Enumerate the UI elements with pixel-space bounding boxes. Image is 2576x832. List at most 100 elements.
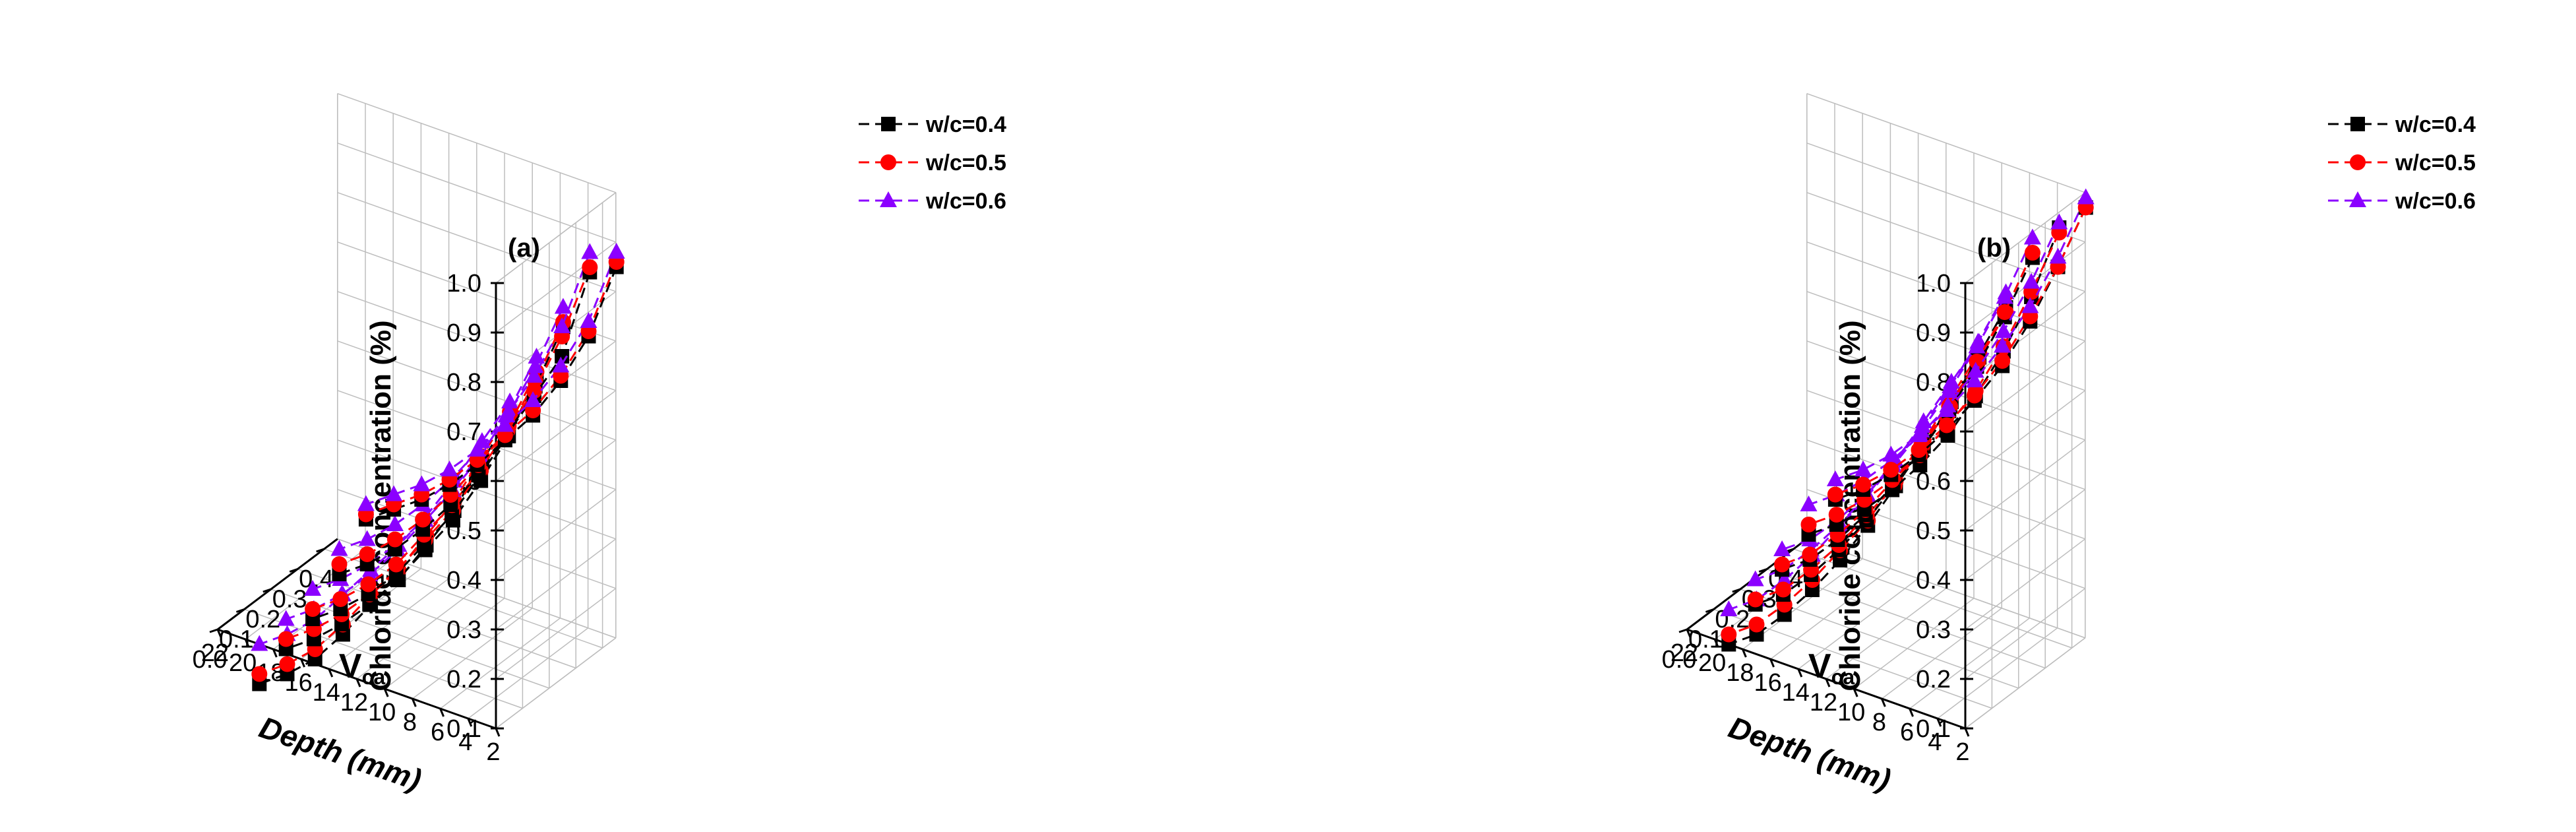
legend-label: w/c=0.4	[925, 112, 1006, 137]
y-tick-label: 0.1	[1688, 626, 1723, 654]
panel-label: (b)	[1977, 234, 2011, 263]
x-tick-mark	[1769, 658, 1775, 668]
data-point-triangle	[330, 540, 348, 556]
data-point-triangle	[528, 348, 545, 364]
x-tick-mark	[300, 658, 305, 668]
floor-gridline	[495, 637, 617, 729]
data-point-triangle	[526, 357, 544, 373]
data-point-triangle	[1965, 371, 1983, 387]
data-point-triangle	[1720, 600, 1738, 616]
data-point-triangle	[277, 610, 295, 626]
series-line	[1835, 207, 2087, 496]
y-tick-mark	[1758, 568, 1767, 573]
data-point-circle	[278, 631, 294, 647]
data-point-triangle	[1996, 288, 2013, 304]
x-tick-label: 20	[1698, 649, 1726, 677]
floor-gridline	[1881, 608, 2002, 699]
data-point-triangle	[386, 515, 404, 531]
series-line	[338, 251, 591, 550]
data-point-circle	[415, 511, 431, 528]
data-point-circle	[386, 531, 403, 548]
data-point-triangle	[357, 495, 375, 511]
data-point-circle	[2024, 245, 2040, 261]
series-line	[286, 376, 537, 650]
y-tick-mark	[316, 548, 325, 553]
y-axis-title-sub: ca	[362, 665, 386, 689]
series-line	[1808, 227, 2060, 536]
series-line	[1781, 237, 2034, 551]
x-tick-mark	[272, 649, 278, 658]
floor-gridline	[440, 618, 561, 709]
legend-label: w/c=0.6	[2395, 189, 2476, 214]
data-point-triangle	[1773, 540, 1791, 556]
data-point-triangle	[1994, 336, 2011, 353]
floor-gridline	[1937, 627, 2058, 719]
z-tick-label: 0.5	[1916, 517, 1951, 545]
series-line	[1755, 311, 2007, 600]
back-wall-gridline	[1965, 390, 2086, 482]
y-axis-line	[217, 538, 338, 631]
floor-gridline	[1825, 588, 1947, 680]
y-axis-title: Vca	[339, 647, 385, 689]
data-point-circle	[1828, 507, 1845, 523]
z-tick-label: 1.0	[446, 270, 481, 298]
data-point-triangle	[1940, 382, 1958, 398]
x-tick-mark	[412, 698, 417, 707]
data-point-circle	[2350, 154, 2366, 170]
data-point-circle	[1994, 353, 2011, 369]
z-tick-label: 0.9	[446, 319, 481, 347]
floor-gridline	[468, 627, 589, 719]
floor-gridline	[356, 588, 477, 680]
x-tick-mark	[355, 678, 361, 688]
data-point-circle	[360, 576, 377, 592]
z-tick-label: 0.2	[1916, 666, 1951, 693]
floor-gridline	[1965, 637, 2086, 729]
x-tick-mark	[1797, 668, 1803, 678]
data-point-square	[881, 117, 896, 131]
x-tick-mark	[467, 718, 473, 727]
data-point-triangle	[2077, 188, 2095, 205]
x-tick-mark	[1909, 708, 1914, 717]
data-point-circle	[1775, 581, 1791, 598]
data-point-triangle	[1826, 470, 1844, 486]
y-tick-mark	[1705, 608, 1714, 613]
data-point-triangle	[385, 485, 403, 501]
series-line	[1835, 207, 2087, 501]
data-point-circle	[359, 546, 375, 562]
x-tick-mark	[244, 639, 250, 648]
series-line	[312, 306, 565, 591]
y-tick-mark	[289, 568, 298, 573]
y-tick-mark	[235, 608, 245, 613]
floor-gridline	[1909, 618, 2030, 709]
x-tick-mark	[328, 668, 334, 678]
x-tick-mark	[1881, 698, 1886, 707]
y-tick-label: 0.0	[1662, 646, 1697, 674]
x-tick-label: 14	[313, 679, 340, 707]
panel-a: 0.10.20.30.40.50.60.70.80.91.02468101214…	[193, 93, 1006, 797]
x-tick-label: 12	[340, 689, 368, 717]
series-line	[1835, 197, 2087, 481]
data-point-triangle	[497, 406, 515, 422]
data-point-circle	[1748, 616, 1765, 633]
back-wall-gridline	[495, 192, 617, 284]
data-point-circle	[1721, 626, 1737, 643]
data-point-triangle	[413, 475, 431, 492]
data-point-circle	[388, 556, 404, 573]
series-line	[312, 321, 565, 610]
y-tick-label: 0.0	[193, 646, 228, 674]
y-tick-mark	[1678, 628, 1688, 633]
series-line	[312, 326, 565, 620]
data-point-circle	[1996, 304, 2013, 320]
data-point-triangle	[358, 530, 376, 546]
x-tick-label: 6	[431, 719, 445, 746]
y-axis-title-main: V	[339, 647, 362, 686]
data-point-circle	[1969, 354, 1985, 369]
series-line	[286, 371, 537, 640]
legend-label: w/c=0.4	[2395, 112, 2476, 137]
data-point-triangle	[607, 243, 625, 259]
x-tick-label: 10	[1837, 699, 1865, 726]
back-wall-gridline	[495, 538, 617, 630]
floor-gridline	[1853, 598, 1975, 689]
x-tick-label: 8	[403, 709, 417, 736]
data-point-triangle	[2049, 247, 2067, 264]
